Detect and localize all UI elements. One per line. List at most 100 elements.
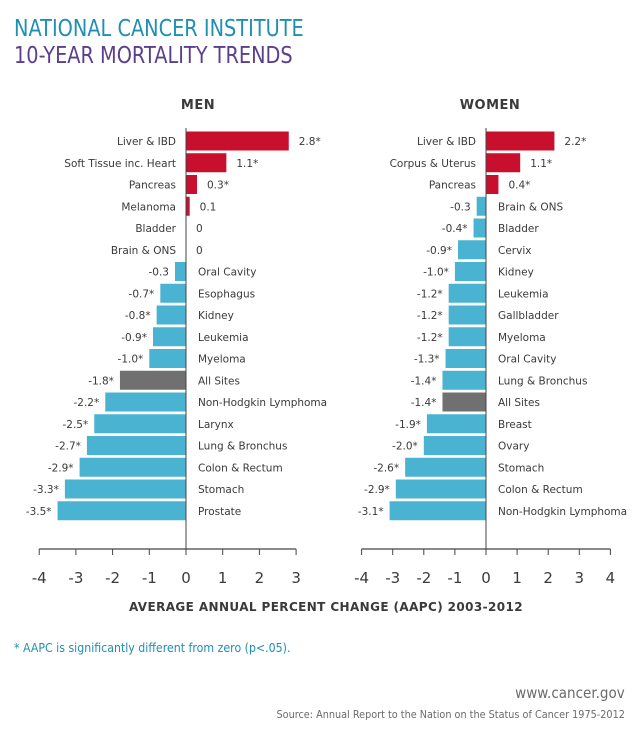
men-bar (174, 262, 186, 281)
significance-footnote: * AAPC is significantly different from z… (14, 640, 291, 655)
women-bar (442, 370, 486, 390)
women-category-label: Gallbladder (498, 310, 559, 322)
chart-header-line-1: NATIONAL CANCER INSTITUTE (14, 16, 304, 42)
men-category-label: Esophagus (198, 288, 255, 300)
women-x-tick-label: -3 (385, 569, 400, 587)
women-x-tick-label: -2 (416, 569, 431, 587)
women-category-label: Lung & Bronchus (498, 375, 587, 387)
women-bar (389, 501, 486, 521)
women-category-label: Kidney (498, 267, 534, 279)
women-bar (448, 283, 486, 303)
men-category-label: Myeloma (198, 354, 246, 366)
men-category-label: All Sites (198, 375, 240, 387)
women-category-label: All Sites (498, 397, 540, 409)
men-value-label: 2.8* (299, 136, 321, 148)
women-category-label: Pancreas (429, 180, 476, 192)
women-category-label: Ovary (498, 441, 529, 453)
women-category-label: Liver & IBD (417, 136, 476, 148)
women-bar (426, 414, 486, 434)
men-value-label: 0.1 (200, 201, 217, 213)
women-category-label: Corpus & Uterus (390, 158, 476, 170)
men-category-label: Lung & Bronchus (198, 441, 287, 453)
men-bar (186, 153, 227, 173)
women-category-label: Oral Cavity (498, 354, 557, 366)
women-value-label: 2.2* (564, 136, 586, 148)
men-value-label: -3.3* (33, 484, 59, 496)
men-value-label: 0.3* (207, 180, 229, 192)
men-bar (160, 283, 186, 303)
men-category-label: Stomach (198, 484, 244, 496)
women-bar (486, 175, 499, 194)
women-value-label: -1.2* (417, 310, 443, 322)
men-value-label: -2.5* (63, 419, 89, 431)
women-bar (448, 327, 486, 347)
women-x-tick-label: 0 (481, 569, 491, 587)
men-category-label: Prostate (198, 506, 241, 518)
women-bar (454, 262, 486, 281)
men-x-tick-label: 1 (218, 569, 228, 587)
men-value-label: -3.5* (26, 506, 52, 518)
men-value-label: -2.7* (55, 441, 81, 453)
women-bar (473, 218, 486, 238)
men-x-tick-label: -2 (105, 569, 120, 587)
men-category-label: Bladder (135, 223, 176, 235)
men-bar (152, 327, 186, 347)
men-category-label: Brain & ONS (111, 245, 177, 257)
men-category-label: Leukemia (198, 332, 249, 344)
women-value-label: -1.0* (423, 267, 449, 279)
women-x-tick-label: 4 (606, 569, 616, 587)
men-value-label: -0.9* (121, 332, 147, 344)
women-category-label: Bladder (498, 223, 539, 235)
men-value-label: 0 (196, 245, 203, 257)
men-category-label: Colon & Rectum (198, 462, 283, 474)
women-value-label: -1.2* (417, 332, 443, 344)
women-bar (486, 153, 521, 173)
men-bar (86, 436, 186, 455)
women-category-label: Leukemia (498, 288, 549, 300)
women-value-label: -3.1* (358, 506, 384, 518)
women-x-tick-label: -4 (354, 569, 369, 587)
men-x-tick-label: -1 (142, 569, 157, 587)
men-category-label: Kidney (198, 310, 234, 322)
women-category-label: Brain & ONS (498, 201, 564, 213)
men-panel-title: MEN (181, 98, 215, 113)
women-value-label: -0.4* (442, 223, 468, 235)
women-bar (476, 196, 486, 216)
women-x-tick-label: 2 (543, 569, 553, 587)
men-category-label: Soft Tissue inc. Heart (64, 158, 176, 170)
men-value-label: -2.9* (48, 462, 74, 474)
x-axis-label: AVERAGE ANNUAL PERCENT CHANGE (AAPC) 200… (129, 600, 523, 614)
men-x-tick-label: 0 (181, 569, 191, 587)
men-category-label: Oral Cavity (198, 267, 257, 279)
women-category-label: Myeloma (498, 332, 546, 344)
men-category-label: Melanoma (121, 201, 176, 213)
women-x-tick-label: 1 (512, 569, 522, 587)
women-bar (458, 240, 486, 260)
women-value-label: -0.9* (426, 245, 452, 257)
men-bar (149, 349, 186, 368)
men-bar (156, 305, 186, 325)
men-value-label: -1.8* (88, 375, 114, 387)
men-x-tick-label: -4 (32, 569, 47, 587)
women-x-tick-label: -1 (447, 569, 462, 587)
women-bar (395, 479, 486, 499)
men-category-label: Pancreas (129, 180, 176, 192)
men-x-tick-label: 2 (255, 569, 265, 587)
men-value-label: -1.0* (118, 354, 144, 366)
men-bar (186, 175, 198, 194)
source-note: Source: Annual Report to the Nation on t… (276, 708, 625, 721)
women-value-label: 0.4* (508, 180, 530, 192)
women-category-label: Breast (498, 419, 532, 431)
women-panel-title: WOMEN (460, 98, 521, 113)
men-bar (186, 196, 190, 216)
men-bar (119, 370, 186, 390)
women-value-label: -2.9* (364, 484, 390, 496)
women-value-label: 1.1* (530, 158, 552, 170)
women-bar (423, 436, 486, 455)
men-value-label: 1.1* (236, 158, 258, 170)
website-url[interactable]: www.cancer.gov (515, 684, 625, 702)
women-category-label: Colon & Rectum (498, 484, 583, 496)
men-value-label: -2.2* (74, 397, 100, 409)
women-bar (405, 457, 486, 477)
